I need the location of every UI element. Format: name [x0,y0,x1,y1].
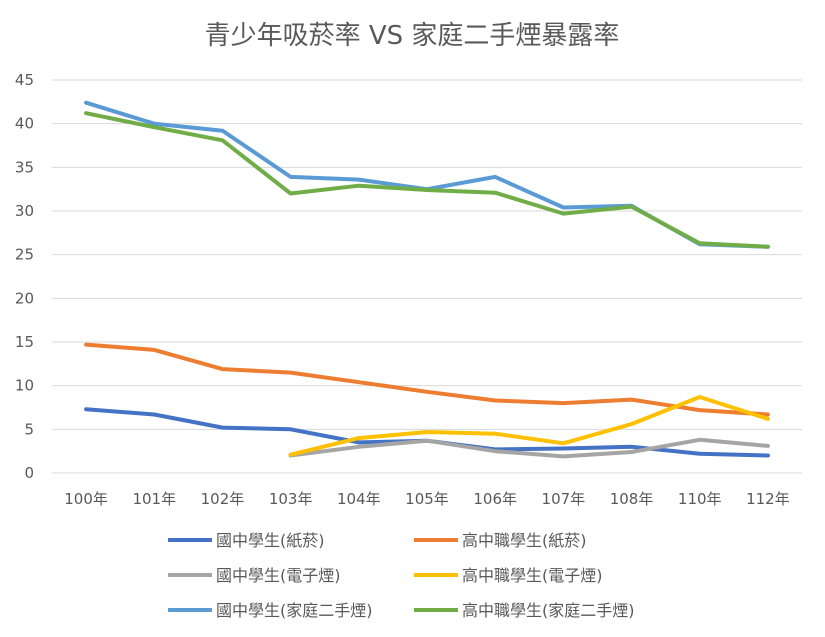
x-tick-label: 102年 [201,490,245,508]
y-axis-ticks: 0 5 10 15 20 25 30 35 40 45 [15,71,34,482]
legend-item-3: 高中職學生(電子煙) [414,566,603,585]
x-tick-label: 107年 [542,490,586,508]
legend-label: 國中學生(紙菸) [216,531,325,550]
legend-label: 高中職學生(家庭二手煙) [462,601,635,620]
y-tick-label: 45 [15,71,34,89]
series-line-2 [288,437,770,459]
x-tick-label: 101年 [132,490,176,508]
x-tick-label: 104年 [337,490,381,508]
legend-item-4: 國中學生(家庭二手煙) [168,601,373,620]
x-axis-ticks: 100年 101年 102年 103年 104年 105年 106年 107年 108年 110年… [64,490,789,508]
series-line-5 [84,111,770,249]
y-tick-label: 5 [24,420,34,438]
legend: 國中學生(紙菸) 高中職學生(紙菸) 國中學生(電子煙) 高中職學生(電子煙) 國中學生… [168,531,635,620]
y-tick-label: 0 [24,464,34,482]
series-lines [84,100,770,459]
legend-item-1: 高中職學生(紙菸) [414,531,587,550]
y-tick-label: 35 [15,158,34,176]
x-tick-label: 103年 [269,490,313,508]
y-tick-label: 30 [15,202,34,220]
x-tick-label: 112年 [746,490,790,508]
series-line-3 [288,395,770,457]
x-tick-label: 105年 [405,490,449,508]
chart-title: 青少年吸菸率 VS 家庭二手煙暴露率 [205,21,620,51]
legend-label: 高中職學生(紙菸) [462,531,587,550]
x-tick-label: 108年 [610,490,654,508]
legend-item-0: 國中學生(紙菸) [168,531,325,550]
x-tick-label: 100年 [64,490,108,508]
legend-item-5: 高中職學生(家庭二手煙) [414,601,635,620]
x-tick-label: 110年 [678,490,722,508]
legend-label: 高中職學生(電子煙) [462,566,603,585]
legend-label: 國中學生(家庭二手煙) [216,601,373,620]
legend-label: 國中學生(電子煙) [216,566,341,585]
y-tick-label: 10 [15,377,34,395]
gridlines [52,79,802,474]
y-tick-label: 15 [15,333,34,351]
y-tick-label: 25 [15,246,34,264]
series-line-1 [84,342,770,417]
x-tick-label: 106年 [473,490,517,508]
y-tick-label: 40 [15,115,34,133]
legend-item-2: 國中學生(電子煙) [168,566,341,585]
y-tick-label: 20 [15,289,34,307]
